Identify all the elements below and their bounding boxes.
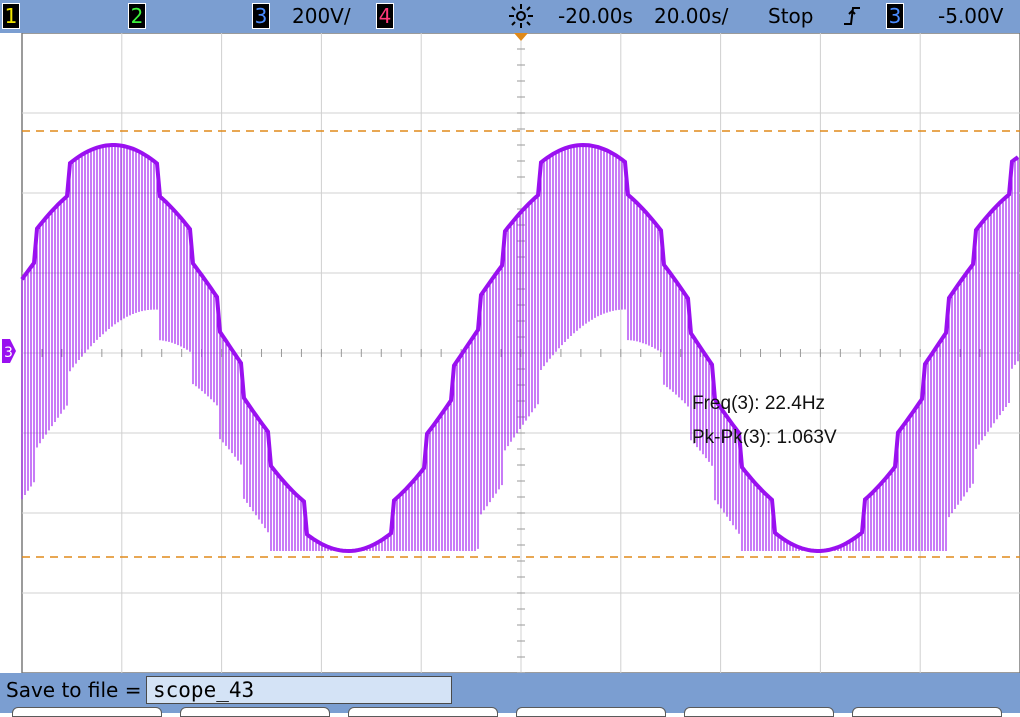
channel-4-indicator[interactable]: 4	[376, 3, 394, 29]
peak-to-peak-measurement: Pk-Pk(3): 1.063V	[692, 427, 837, 448]
softkey-3[interactable]	[348, 707, 498, 717]
channel-3-scale: 200​V/	[292, 4, 351, 28]
softkey-1[interactable]	[12, 707, 162, 717]
horizontal-delay: -20.00s	[558, 4, 633, 28]
waveform-display[interactable]: 3 Freq(3): 22.4Hz Pk-Pk(3): 1.063V	[0, 33, 1020, 673]
softkey-2[interactable]	[180, 707, 330, 717]
softkey-6[interactable]	[852, 707, 1002, 717]
waveform-canvas: 3	[2, 33, 1020, 673]
trigger-position-marker	[514, 33, 528, 41]
status-bar: 1 2 3 200​V/ 4 -20.00s 20.00s/ Stop 3 -5…	[0, 0, 1020, 33]
trigger-edge-icon	[842, 2, 862, 36]
trigger-source-indicator[interactable]: 3	[886, 3, 904, 29]
channel-2-indicator[interactable]: 2	[128, 3, 146, 29]
delay-icon	[506, 1, 536, 37]
run-state: Stop	[768, 4, 814, 28]
frequency-measurement: Freq(3): 22.4Hz	[692, 393, 826, 414]
graticule	[21, 33, 1020, 673]
softkey-bar: Save to file = scope_43	[0, 673, 1020, 717]
save-to-file-label: Save to file =	[6, 678, 142, 702]
filename-input[interactable]: scope_43	[146, 676, 452, 704]
channel-marker-label: 3	[4, 345, 13, 361]
channel-ground-marker[interactable]	[2, 339, 16, 363]
timebase: 20.00s/	[654, 4, 729, 28]
softkey-4[interactable]	[516, 707, 666, 717]
channel-3-indicator[interactable]: 3	[252, 3, 270, 29]
softkey-5[interactable]	[684, 707, 834, 717]
trigger-level: -5.00V	[938, 4, 1004, 28]
channel-3-envelope	[20, 142, 1020, 554]
channel-1-indicator[interactable]: 1	[2, 3, 20, 29]
